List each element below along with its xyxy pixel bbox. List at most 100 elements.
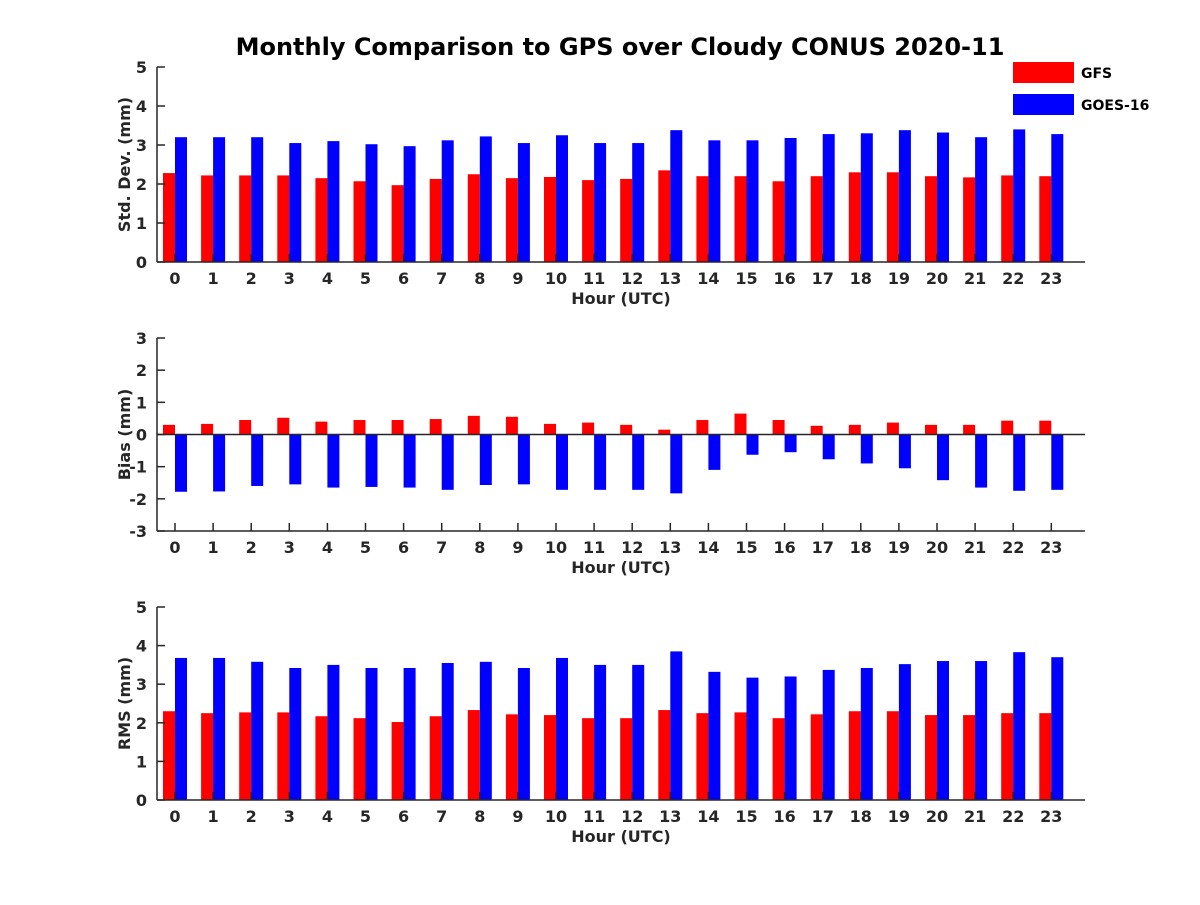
x-tick-label: 3 <box>284 807 295 826</box>
x-tick-label: 0 <box>169 269 180 288</box>
bar-gfs-22 <box>1001 713 1014 800</box>
bar-gfs-23 <box>1039 713 1052 800</box>
x-axis-label: Hour (UTC) <box>571 289 671 308</box>
bar-gfs-15 <box>734 413 747 435</box>
bar-goes-16-22 <box>1013 434 1026 491</box>
bar-gfs-0 <box>163 711 175 800</box>
y-axis-label: Bias (mm) <box>115 389 134 481</box>
y-tick-label: 3 <box>136 329 147 348</box>
x-tick-label: 2 <box>246 269 257 288</box>
bar-gfs-14 <box>696 176 709 262</box>
bar-gfs-22 <box>1001 420 1014 435</box>
y-tick-label: 1 <box>136 752 147 771</box>
bar-goes-16-2 <box>251 661 264 800</box>
bar-gfs-18 <box>848 172 861 262</box>
y-tick-label: 0 <box>136 426 147 445</box>
bar-goes-16-19 <box>898 664 911 800</box>
y-tick-label: -3 <box>129 522 147 541</box>
x-tick-label: 12 <box>621 807 643 826</box>
bar-goes-16-5 <box>365 667 378 800</box>
x-tick-label: 4 <box>322 269 333 288</box>
x-tick-label: 14 <box>697 807 719 826</box>
x-tick-label: 4 <box>322 538 333 557</box>
bar-goes-16-17 <box>822 434 835 460</box>
x-tick-label: 11 <box>583 538 605 557</box>
bar-gfs-22 <box>1001 175 1014 262</box>
bar-gfs-5 <box>353 181 366 262</box>
bar-gfs-18 <box>848 424 861 435</box>
bar-goes-16-21 <box>975 137 988 262</box>
x-tick-label: 20 <box>926 269 948 288</box>
x-tick-label: 6 <box>398 269 409 288</box>
bar-goes-16-10 <box>556 434 568 490</box>
bar-gfs-15 <box>734 712 747 800</box>
bar-gfs-7 <box>429 716 442 800</box>
bar-gfs-1 <box>201 423 214 435</box>
x-tick-label: 1 <box>208 269 219 288</box>
bar-gfs-3 <box>277 417 290 435</box>
x-tick-label: 6 <box>398 538 409 557</box>
x-tick-label: 7 <box>436 807 447 826</box>
bar-gfs-10 <box>544 176 556 262</box>
x-tick-label: 4 <box>322 807 333 826</box>
bar-goes-16-10 <box>556 657 568 800</box>
bar-goes-16-3 <box>289 143 302 262</box>
x-tick-label: 19 <box>888 807 910 826</box>
bar-goes-16-1 <box>213 137 226 262</box>
bar-gfs-12 <box>620 424 633 435</box>
bar-goes-16-16 <box>784 434 797 453</box>
bar-gfs-20 <box>925 424 937 435</box>
bar-goes-16-23 <box>1051 134 1064 262</box>
x-tick-label: 17 <box>812 269 834 288</box>
bar-goes-16-0 <box>175 137 187 262</box>
bar-gfs-6 <box>391 722 404 800</box>
bar-goes-16-15 <box>746 677 759 800</box>
x-tick-label: 23 <box>1040 269 1062 288</box>
legend-swatch-gfs <box>1013 62 1074 83</box>
x-tick-label: 5 <box>360 807 371 826</box>
y-tick-label: 1 <box>136 393 147 412</box>
x-tick-label: 15 <box>735 538 757 557</box>
x-tick-label: 21 <box>964 269 986 288</box>
bar-goes-16-18 <box>860 434 873 464</box>
bar-gfs-7 <box>429 178 442 262</box>
bar-goes-16-17 <box>822 669 835 800</box>
bar-goes-16-18 <box>860 667 873 800</box>
legend: GFS GOES-16 <box>1013 62 1149 115</box>
x-tick-label: 0 <box>169 538 180 557</box>
bar-goes-16-13 <box>670 651 683 800</box>
bar-gfs-8 <box>467 415 480 435</box>
bar-goes-16-2 <box>251 434 264 486</box>
bar-goes-16-10 <box>556 135 568 262</box>
x-tick-label: 12 <box>621 269 643 288</box>
x-tick-label: 21 <box>964 538 986 557</box>
x-tick-label: 5 <box>360 269 371 288</box>
bar-gfs-5 <box>353 420 366 435</box>
bar-gfs-16 <box>772 718 785 800</box>
x-tick-label: 10 <box>545 807 567 826</box>
x-tick-label: 13 <box>659 538 681 557</box>
bar-gfs-16 <box>772 181 785 262</box>
x-tick-label: 18 <box>850 538 872 557</box>
bar-goes-16-12 <box>632 434 645 490</box>
x-tick-label: 5 <box>360 538 371 557</box>
bar-gfs-18 <box>848 711 861 800</box>
x-tick-label: 9 <box>512 538 523 557</box>
bar-gfs-19 <box>886 172 899 262</box>
legend-label-gfs: GFS <box>1081 66 1112 82</box>
bar-goes-16-7 <box>441 140 454 262</box>
bar-gfs-4 <box>315 421 328 435</box>
x-tick-label: 19 <box>888 269 910 288</box>
x-tick-label: 16 <box>773 538 795 557</box>
bar-gfs-17 <box>810 714 823 800</box>
bar-gfs-10 <box>544 715 556 800</box>
x-axis-label: Hour (UTC) <box>571 558 671 577</box>
x-tick-label: 19 <box>888 538 910 557</box>
bar-gfs-13 <box>658 710 671 800</box>
y-tick-label: 0 <box>136 791 147 810</box>
bar-gfs-11 <box>582 180 595 262</box>
bar-goes-16-4 <box>327 664 340 800</box>
